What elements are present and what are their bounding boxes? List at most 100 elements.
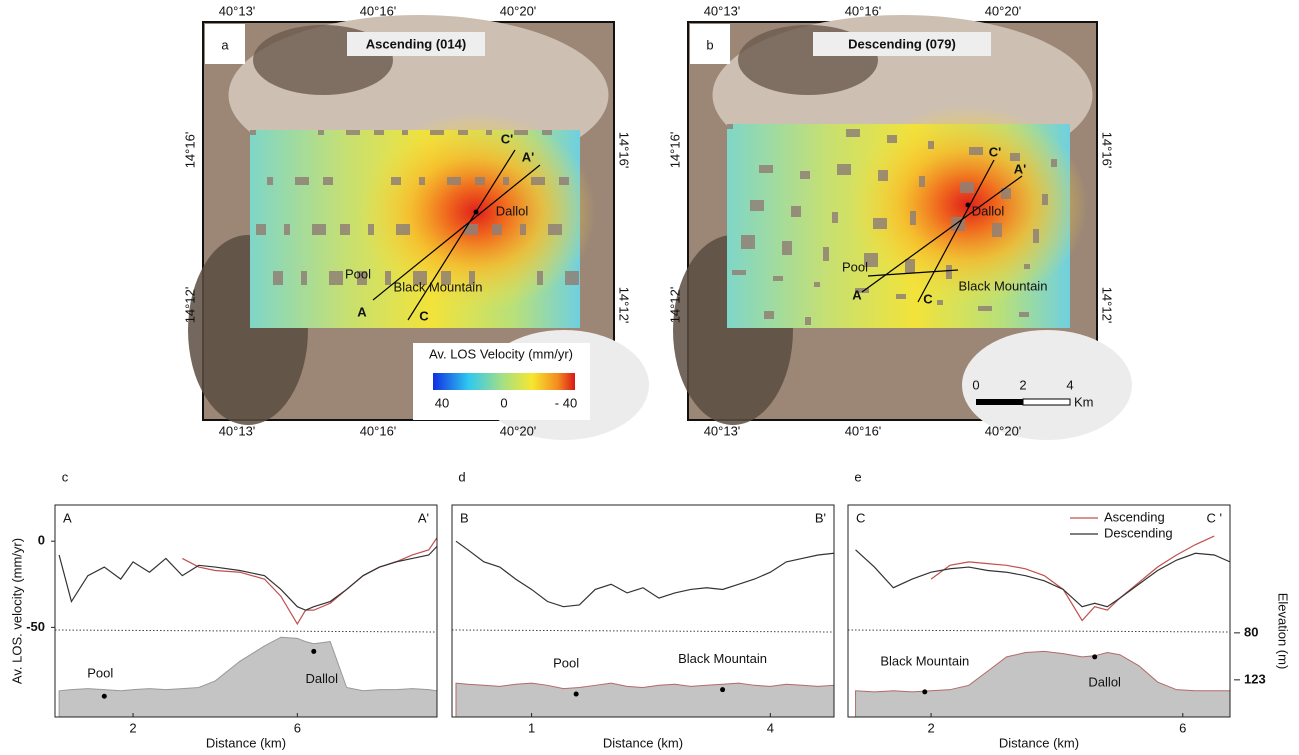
reference-line	[55, 630, 437, 632]
insar-gap	[531, 177, 545, 185]
top-tick-label: 40°20'	[985, 3, 1022, 18]
right-tick-label: 14°16'	[1100, 132, 1115, 169]
top-tick-label: 40°13'	[219, 3, 256, 18]
left-tick-label: 14°12'	[667, 287, 682, 324]
bottom-tick-label: 40°20'	[985, 423, 1022, 438]
place-label: Pool	[345, 266, 371, 281]
insar-gap	[542, 130, 552, 135]
insar-gap	[896, 294, 906, 299]
insar-gap	[814, 282, 820, 287]
insar-gap	[486, 130, 492, 135]
left-tick-label: 14°12'	[182, 287, 197, 324]
map-title: Ascending (014)	[366, 36, 466, 51]
place-label: A'	[522, 149, 534, 164]
panel-label: d	[458, 469, 465, 484]
insar-gap	[391, 177, 401, 185]
scalebar-tick-label: 0	[972, 377, 979, 392]
legend-label: Ascending	[1104, 509, 1165, 524]
insar-gap	[402, 130, 408, 135]
x-tick-label: 2	[927, 720, 934, 735]
colorbar-tick-label: 0	[500, 395, 507, 410]
insar-gap	[750, 200, 764, 211]
velocity-line	[931, 536, 1214, 620]
insar-gap	[1033, 229, 1039, 243]
place-label: C'	[501, 131, 513, 146]
insar-gap	[385, 271, 391, 285]
insar-gap	[267, 177, 273, 185]
top-tick-label: 40°13'	[704, 3, 741, 18]
place-label: Dallol	[496, 203, 529, 218]
insar-gap	[1019, 312, 1029, 317]
corner-label: B	[460, 510, 469, 525]
insar-gap	[430, 130, 444, 135]
insar-gap	[458, 130, 468, 135]
panel-label: b	[706, 37, 713, 52]
profile-point	[474, 210, 479, 215]
velocity-line	[856, 550, 1230, 607]
y2-tick-label: 123	[1244, 671, 1266, 686]
colorbar	[433, 373, 575, 390]
x-axis-label: Distance (km)	[603, 735, 683, 750]
insar-gap	[805, 317, 811, 325]
insar-gap	[447, 177, 461, 185]
insar-gap	[329, 271, 343, 285]
insar-gap	[773, 276, 783, 281]
insar-gap	[284, 224, 290, 235]
x-tick-label: 2	[129, 720, 136, 735]
profile-chart: eCC '26Distance (km)80123Elevation (m)Bl…	[848, 469, 1291, 750]
scalebar-unit: Km	[1074, 394, 1094, 409]
insar-gap	[1010, 153, 1020, 161]
insar-gap	[273, 271, 283, 285]
x-axis-label: Distance (km)	[999, 735, 1079, 750]
place-label: Black Mountain	[394, 279, 483, 294]
panel-label: e	[854, 469, 861, 484]
insar-gap	[256, 224, 266, 235]
place-label: Dallol	[972, 203, 1005, 218]
annotation-point	[922, 689, 927, 694]
insar-gap	[800, 171, 810, 179]
y-axis-label: Av. LOS. velocity (mm/yr)	[9, 538, 24, 684]
top-tick-label: 40°20'	[500, 3, 537, 18]
insar-gap	[1042, 194, 1048, 205]
insar-gap	[873, 218, 887, 229]
x-tick-label: 6	[1179, 720, 1186, 735]
annotation-point	[102, 694, 107, 699]
scalebar-tick-label: 2	[1019, 377, 1026, 392]
insar-gap	[548, 224, 562, 235]
corner-label: B'	[815, 510, 826, 525]
panel-label: a	[221, 37, 229, 52]
bottom-tick-label: 40°20'	[500, 423, 537, 438]
panel-label: c	[62, 469, 69, 484]
scalebar-dark	[976, 399, 1023, 405]
insar-gap	[520, 224, 526, 235]
place-label: A	[357, 304, 367, 319]
insar-gap	[969, 147, 983, 155]
bottom-tick-label: 40°16'	[360, 423, 397, 438]
insar-gap	[565, 271, 579, 285]
insar-gap	[992, 223, 1002, 237]
insar-gap	[514, 130, 528, 135]
corner-label: C '	[1207, 510, 1222, 525]
colorbar-tick-label: - 40	[555, 395, 577, 410]
insar-gap	[764, 311, 774, 319]
insar-gap	[396, 224, 410, 235]
reference-line	[848, 630, 1230, 632]
insar-gap	[837, 164, 851, 175]
place-label: A	[852, 287, 862, 302]
insar-gap	[928, 141, 934, 149]
elevation-area	[59, 637, 437, 717]
left-tick-label: 14°16'	[667, 132, 682, 169]
left-tick-label: 14°16'	[182, 132, 197, 169]
bottom-tick-label: 40°16'	[845, 423, 882, 438]
insar-gap	[727, 124, 733, 129]
insar-gap	[1024, 264, 1030, 269]
insar-gap	[419, 177, 425, 185]
elevation-area	[456, 683, 834, 717]
x-tick-label: 4	[767, 720, 774, 735]
insar-gap	[919, 176, 925, 187]
insar-gap	[374, 130, 384, 135]
bottom-tick-label: 40°13'	[219, 423, 256, 438]
insar-gap	[559, 177, 569, 185]
